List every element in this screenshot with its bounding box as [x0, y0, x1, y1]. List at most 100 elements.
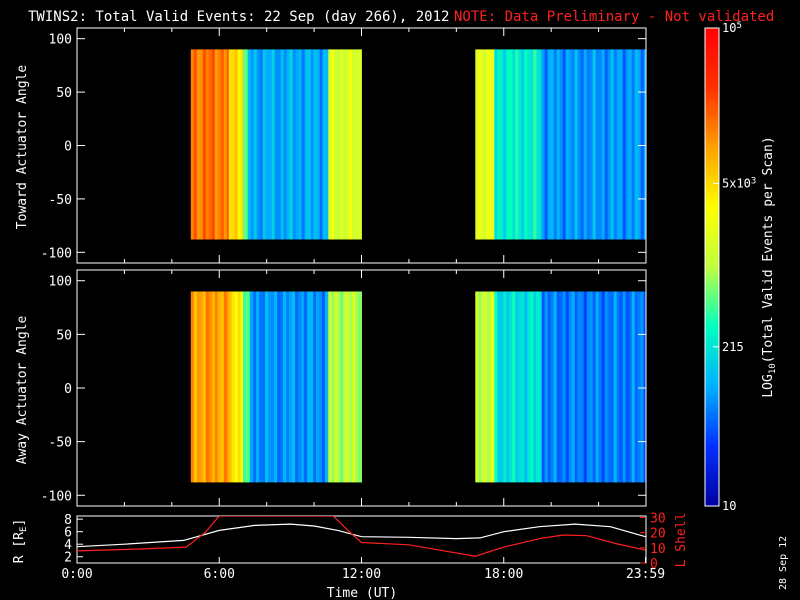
heatmap-cell	[334, 291, 338, 483]
heatmap-cell	[243, 49, 247, 240]
y-tick-label: -100	[41, 246, 72, 261]
heatmap-cell	[613, 49, 618, 240]
heatmap-cell	[231, 291, 236, 483]
heatmap-cell	[637, 291, 642, 483]
heatmap-cell	[475, 49, 479, 240]
heatmap-cell	[331, 291, 335, 483]
heatmap-cell	[530, 49, 534, 240]
y-tick-label: 100	[49, 275, 72, 290]
y-tick-label: -50	[49, 436, 72, 451]
colorbar-frame	[704, 27, 720, 507]
heatmap-cell	[316, 291, 320, 483]
heatmap-cell	[193, 49, 198, 240]
heatmap-cell	[214, 291, 219, 483]
heatmap-cell	[313, 49, 318, 240]
heatmap-cell	[565, 291, 570, 483]
heatmap-cell	[346, 49, 350, 240]
heatmap-cell	[506, 291, 510, 483]
heatmap-cell	[484, 291, 488, 483]
heatmap-cell	[301, 291, 305, 483]
heatmap-cell	[536, 291, 540, 483]
heatmap-cell	[527, 291, 531, 483]
heatmap-cell	[355, 49, 359, 240]
heatmap-cell	[527, 49, 531, 240]
heatmap-cell	[228, 291, 233, 483]
heatmap-cell	[234, 291, 239, 483]
heatmap-cell	[478, 291, 482, 483]
preliminary-note: NOTE: Data Preliminary - Not validated	[454, 9, 774, 25]
heatmap-cell	[530, 291, 534, 483]
heatmap-cell	[616, 291, 621, 483]
x-axis-label: Time (UT)	[327, 586, 397, 600]
heatmap-cell	[518, 49, 522, 240]
away-heatmap	[190, 291, 646, 483]
heatmap-cell	[349, 49, 353, 240]
heatmap-cell	[583, 49, 588, 240]
heatmap-cell	[619, 291, 624, 483]
x-tick-label: 18:00	[484, 567, 523, 582]
heatmap-cell	[580, 49, 585, 240]
heatmap-cell	[193, 291, 198, 483]
heatmap-cell	[481, 291, 485, 483]
heatmap-cell	[250, 291, 254, 483]
heatmap-cell	[616, 49, 621, 240]
heatmap-cell	[253, 49, 258, 240]
heatmap-cell	[607, 49, 612, 240]
heatmap-cell	[490, 49, 494, 240]
heatmap-cell	[325, 49, 329, 240]
date-stamp: 28 Sep 12	[778, 536, 789, 590]
heatmap-cell	[190, 49, 195, 240]
heatmap-cell	[521, 291, 525, 483]
heatmap-cell	[622, 291, 627, 483]
orbit-left-tick-label: 6	[64, 526, 72, 541]
heatmap-cell	[358, 49, 362, 240]
heatmap-cell	[637, 49, 642, 240]
heatmap-cell	[295, 291, 299, 483]
heatmap-cell	[286, 49, 291, 240]
heatmap-cell	[208, 291, 213, 483]
heatmap-cell	[628, 49, 633, 240]
y-tick-label: 0	[64, 140, 72, 155]
heatmap-cell	[340, 49, 344, 240]
heatmap-cell	[202, 49, 207, 240]
heatmap-cell	[592, 291, 597, 483]
heatmap-cell	[559, 291, 564, 483]
colorbar-gradient	[705, 28, 719, 506]
heatmap-cell	[322, 49, 327, 240]
heatmap-cell	[283, 291, 287, 483]
heatmap-cell	[487, 49, 491, 240]
heatmap-cell	[328, 291, 332, 483]
heatmap-cell	[541, 291, 546, 483]
heatmap-cell	[286, 291, 290, 483]
heatmap-cell	[292, 49, 297, 240]
heatmap-cell	[550, 49, 555, 240]
heatmap-cell	[361, 49, 362, 240]
x-tick-label: 12:00	[342, 567, 381, 582]
heatmap-cell	[478, 49, 482, 240]
heatmap-cell	[509, 291, 513, 483]
heatmap-cell	[231, 49, 236, 240]
heatmap-cell	[240, 291, 244, 483]
heatmap-cell	[199, 49, 204, 240]
orbit-right-tick-label: 30	[650, 512, 666, 527]
heatmap-cell	[223, 291, 228, 483]
heatmap-cell	[226, 291, 230, 483]
y-tick-label: 50	[56, 86, 72, 101]
heatmap-cell	[274, 49, 279, 240]
heatmap-cell	[503, 291, 507, 483]
y-tick-label: 0	[64, 382, 72, 397]
heatmap-cell	[328, 49, 332, 240]
l-shell-line	[77, 516, 646, 557]
heatmap-cell	[298, 291, 302, 483]
away-y-ticks: 100 50 0 -50 -100	[41, 270, 647, 506]
heatmap-cell	[640, 49, 645, 240]
heatmap-cell	[515, 49, 519, 240]
heatmap-cell	[610, 49, 615, 240]
heatmap-cell	[497, 49, 501, 240]
orbit-right-axis-label: L Shell	[674, 513, 689, 568]
heatmap-cell	[577, 291, 582, 483]
heatmap-cell	[250, 49, 255, 240]
heatmap-cell	[586, 291, 591, 483]
chart-title: TWINS2: Total Valid Events: 22 Sep (day …	[28, 9, 449, 25]
